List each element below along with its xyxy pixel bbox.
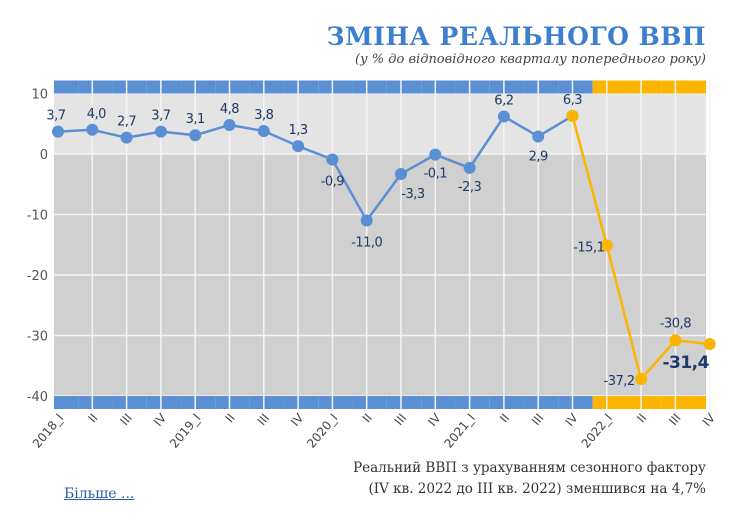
x-tick-label: III xyxy=(392,411,410,428)
data-point xyxy=(635,373,648,386)
x-tick-label: IV xyxy=(700,410,719,429)
data-point xyxy=(463,161,476,174)
data-point xyxy=(189,129,202,142)
data-label: -2,3 xyxy=(458,180,482,195)
x-tick-label: II xyxy=(497,411,512,425)
x-tick-label: IV xyxy=(151,410,170,429)
data-label: -0,9 xyxy=(321,174,345,189)
data-point xyxy=(360,214,373,227)
data-point xyxy=(532,130,545,143)
y-tick-label: -10 xyxy=(27,209,48,224)
x-tick-label: 2022_I xyxy=(579,411,615,451)
x-tick-label: III xyxy=(117,411,135,428)
data-label: -3,3 xyxy=(401,187,425,202)
data-label: -30,8 xyxy=(660,316,691,331)
x-tick-label: III xyxy=(666,411,684,428)
data-label: -0,1 xyxy=(424,167,448,182)
x-tick-label: IV xyxy=(288,410,307,429)
y-tick-label: 0 xyxy=(40,148,48,163)
data-point xyxy=(600,239,613,252)
x-tick-label: II xyxy=(85,411,100,425)
data-point xyxy=(703,337,716,350)
x-tick-label: III xyxy=(255,411,273,428)
x-tick-label: III xyxy=(529,411,547,428)
data-point xyxy=(257,125,270,138)
chart-subtitle: (у % до відповідного кварталу попередньо… xyxy=(355,52,706,67)
x-tick-label: II xyxy=(223,411,238,425)
data-point xyxy=(566,109,579,122)
y-tick-label: -40 xyxy=(27,390,48,405)
data-label: 6,2 xyxy=(494,93,513,108)
data-label: 3,7 xyxy=(151,109,170,124)
data-label: 6,3 xyxy=(563,93,582,108)
data-point xyxy=(154,125,167,138)
x-tick-label: IV xyxy=(425,410,444,429)
x-tick-label: 2018_I xyxy=(30,411,66,451)
data-label: 3,8 xyxy=(254,108,273,123)
data-label: -11,0 xyxy=(351,236,382,251)
data-point xyxy=(395,167,407,180)
data-point xyxy=(223,118,236,131)
data-label: 3,1 xyxy=(186,112,205,127)
data-label: -31,4 xyxy=(662,353,709,373)
x-tick-label: 2019_I xyxy=(167,411,203,451)
data-label: 4,8 xyxy=(220,102,239,117)
more-link[interactable]: Більше ... xyxy=(64,486,135,502)
data-point xyxy=(52,125,64,138)
data-point xyxy=(326,153,339,166)
y-tick-label: 10 xyxy=(31,88,48,103)
y-tick-label: -20 xyxy=(27,269,48,284)
data-label: 1,3 xyxy=(289,123,308,138)
data-point xyxy=(292,140,305,153)
data-point xyxy=(669,334,682,347)
note-line-2: (IV кв. 2022 до III кв. 2022) зменшився … xyxy=(368,481,706,497)
chart-title: ЗМІНА РЕАЛЬНОГО ВВП xyxy=(326,22,706,51)
data-label: -37,2 xyxy=(604,374,635,389)
data-label: 4,0 xyxy=(87,107,106,122)
data-label: 3,7 xyxy=(46,109,65,124)
seasonal-note: Реальний ВВП з урахуванням сезонного фак… xyxy=(353,458,706,500)
x-tick-label: 2021_I xyxy=(441,411,477,451)
x-tick-label: 2020_I xyxy=(304,411,340,451)
data-label: 2,7 xyxy=(117,115,136,130)
data-label: -15,1 xyxy=(573,240,604,255)
x-tick-label: IV xyxy=(563,410,582,429)
data-label: 2,9 xyxy=(529,149,548,164)
data-point xyxy=(86,123,99,136)
y-tick-label: -30 xyxy=(27,330,48,345)
data-point xyxy=(429,148,442,161)
x-tick-label: II xyxy=(360,411,375,425)
data-point xyxy=(120,131,133,144)
x-tick-label: II xyxy=(634,411,649,425)
note-line-1: Реальний ВВП з урахуванням сезонного фак… xyxy=(353,460,706,476)
data-point xyxy=(497,110,510,123)
